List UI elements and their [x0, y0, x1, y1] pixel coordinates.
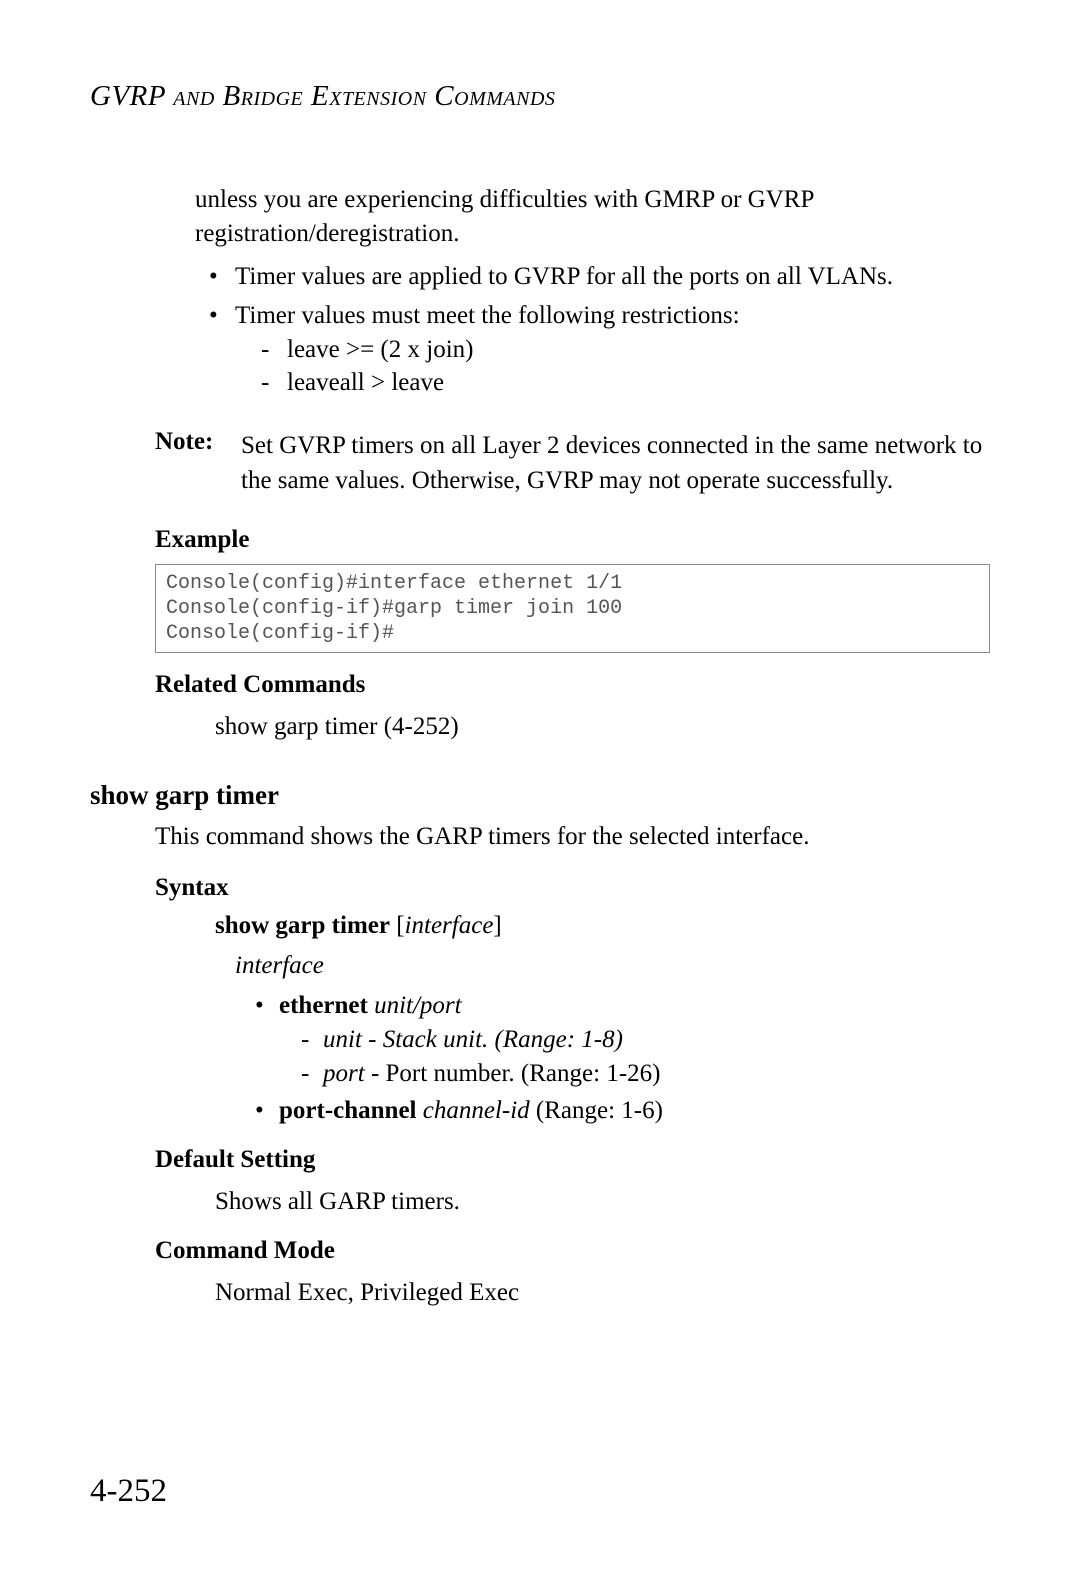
interface-label: interface	[195, 952, 990, 980]
syntax-label: Syntax	[155, 874, 990, 902]
command-title: show garp timer	[90, 780, 990, 811]
default-label: Default Setting	[155, 1146, 990, 1174]
syntax-bracket-close: ]	[493, 912, 501, 939]
default-text: Shows all GARP timers.	[195, 1184, 990, 1219]
mode-label: Command Mode	[155, 1237, 990, 1265]
intro-bullet-2: Timer values must meet the following res…	[209, 298, 990, 401]
intro-sub-dashes: leave >= (2 x join) leaveall > leave	[235, 333, 990, 401]
syntax-options: ethernet unit/port unit - Stack unit. (R…	[195, 988, 990, 1128]
command-description: This command shows the GARP timers for t…	[155, 819, 990, 854]
page-body: unless you are experiencing difficulties…	[90, 183, 990, 1310]
ethernet-sub: unit - Stack unit. (Range: 1-8) port - P…	[279, 1023, 990, 1091]
mode-text: Normal Exec, Privileged Exec	[195, 1275, 990, 1310]
syntax-line: show garp timer [interface]	[195, 912, 990, 940]
syntax-param: interface	[405, 912, 494, 939]
portchannel-param: channel-id	[423, 1097, 530, 1124]
portchannel-range: (Range: 1-6)	[530, 1097, 663, 1124]
related-text: show garp timer (4-252)	[195, 709, 990, 744]
ethernet-bold: ethernet	[279, 992, 368, 1019]
port-label: port	[323, 1060, 365, 1087]
port-line: port - Port number. (Range: 1-26)	[301, 1057, 990, 1091]
ethernet-option: ethernet unit/port unit - Stack unit. (R…	[255, 988, 990, 1091]
unit-label: unit	[323, 1026, 362, 1053]
related-label: Related Commands	[155, 671, 990, 699]
port-desc: - Port number. (Range: 1-26)	[365, 1060, 661, 1087]
intro-continuation: unless you are experiencing difficulties…	[195, 183, 990, 251]
intro-dash-1: leave >= (2 x join)	[261, 333, 990, 367]
page-header: GVRP and Bridge Extension Commands	[90, 80, 990, 113]
unit-desc: - Stack unit. (Range: 1-8)	[362, 1026, 623, 1053]
example-label: Example	[155, 526, 990, 554]
intro-dash-2: leaveall > leave	[261, 366, 990, 400]
page-number: 4-252	[90, 1473, 167, 1510]
intro-bullets: Timer values are applied to GVRP for all…	[195, 259, 990, 401]
syntax-cmd: show garp timer	[215, 912, 390, 939]
intro-bullet-2-text: Timer values must meet the following res…	[235, 302, 740, 329]
syntax-bracket-open: [	[396, 912, 404, 939]
note-label: Note:	[155, 428, 241, 498]
portchannel-option: port-channel channel-id (Range: 1-6)	[255, 1093, 990, 1128]
intro-bullet-1: Timer values are applied to GVRP for all…	[209, 259, 990, 294]
note-block: Note: Set GVRP timers on all Layer 2 dev…	[155, 428, 990, 498]
note-text: Set GVRP timers on all Layer 2 devices c…	[241, 428, 990, 498]
portchannel-bold: port-channel	[279, 1097, 417, 1124]
ethernet-param: unit/port	[374, 992, 462, 1019]
example-code: Console(config)#interface ethernet 1/1 C…	[155, 564, 990, 653]
unit-line: unit - Stack unit. (Range: 1-8)	[301, 1023, 990, 1057]
